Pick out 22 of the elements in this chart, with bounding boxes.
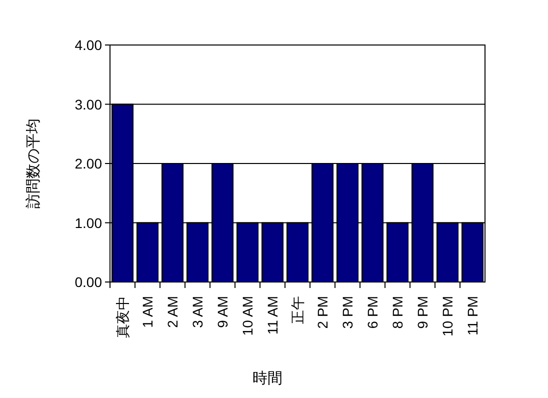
x-tick-label: 真夜中 [114,296,130,338]
y-tick-label: 2.00 [74,156,102,172]
y-axis-title: 訪問数の平均 [25,118,42,208]
x-tick-label: 3 PM [340,296,356,329]
x-axis-title: 時間 [252,370,282,387]
x-tick-label: 6 PM [364,296,380,329]
x-tick-label: 9 AM [214,296,230,328]
x-tick-label: 1 AM [140,296,156,328]
x-tick-label: 11 PM [464,296,480,336]
y-tick-label: 1.00 [74,214,102,231]
x-tick-label: 11 AM [264,296,280,335]
x-tick-label: 10 AM [240,296,256,336]
x-tick-label: 正午 [290,296,306,324]
x-tick-label: 10 PM [440,296,456,336]
x-tick-label: 3 AM [190,296,206,328]
y-tick-label: 3.00 [74,96,102,112]
x-tick-label: 2 AM [164,296,180,328]
x-tick-label: 9 PM [414,296,430,329]
y-tick-label: 4.00 [74,37,102,53]
x-tick-label: 2 PM [314,296,330,329]
x-tick-label: 8 PM [390,296,406,329]
y-tick-label: 0.00 [74,274,102,290]
